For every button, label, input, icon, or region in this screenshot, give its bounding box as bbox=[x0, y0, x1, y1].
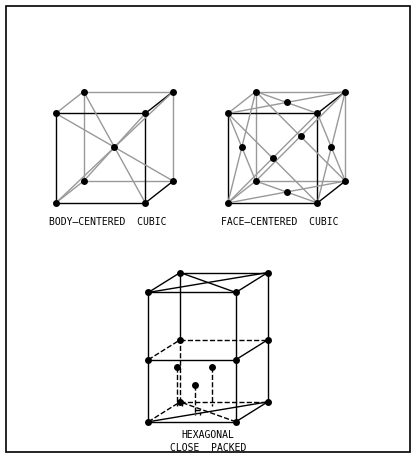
Text: FACE–CENTERED  CUBIC: FACE–CENTERED CUBIC bbox=[221, 217, 338, 227]
Text: HEXAGONAL
CLOSE  PACKED: HEXAGONAL CLOSE PACKED bbox=[170, 430, 246, 453]
Text: BODY–CENTERED  CUBIC: BODY–CENTERED CUBIC bbox=[49, 217, 166, 227]
